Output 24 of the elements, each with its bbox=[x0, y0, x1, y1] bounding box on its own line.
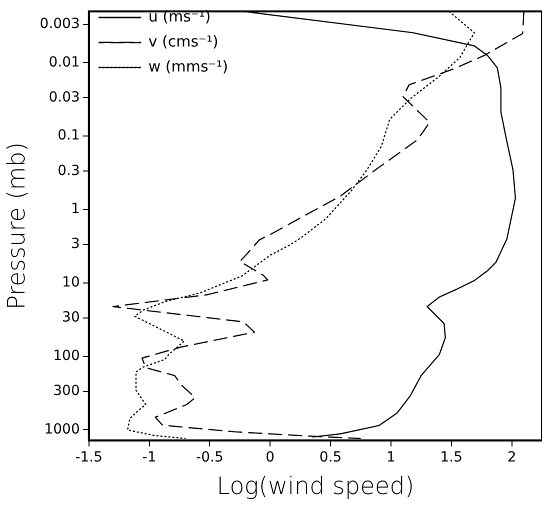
x-tick-label: 1 bbox=[386, 449, 396, 466]
x-tick-label: 1.5 bbox=[440, 449, 463, 466]
y-tick-label: 0.01 bbox=[48, 54, 80, 70]
x-tick-label: -1.5 bbox=[75, 449, 103, 466]
y-tick-label: 0.03 bbox=[48, 89, 80, 106]
x-tick-label: 0 bbox=[266, 449, 275, 466]
y-tick-label: 100 bbox=[53, 348, 80, 364]
y-tick-label: 3 bbox=[70, 236, 80, 252]
legend-label: w (mms⁻¹) bbox=[148, 57, 228, 76]
x-axis-title: Log(wind speed) bbox=[216, 472, 414, 500]
legend-label: v (cms⁻¹) bbox=[148, 32, 218, 50]
y-tick-label: 0.1 bbox=[58, 128, 80, 144]
x-tick-label: -1 bbox=[142, 449, 156, 466]
y-axis-title: Pressure (mb) bbox=[2, 142, 31, 310]
y-tick-label: 1000 bbox=[44, 421, 80, 438]
x-tick-label: -0.5 bbox=[196, 449, 224, 466]
x-tick-label: 2 bbox=[507, 449, 516, 466]
y-tick-label: 1 bbox=[70, 201, 80, 218]
x-tick-label: 0.5 bbox=[319, 449, 342, 466]
y-tick-label: 10 bbox=[62, 274, 80, 291]
y-tick-label: 30 bbox=[62, 310, 80, 326]
y-tick-label: 0.3 bbox=[58, 162, 80, 179]
y-tick-label: 300 bbox=[53, 382, 80, 399]
y-tick-label: 0.003 bbox=[40, 16, 80, 32]
